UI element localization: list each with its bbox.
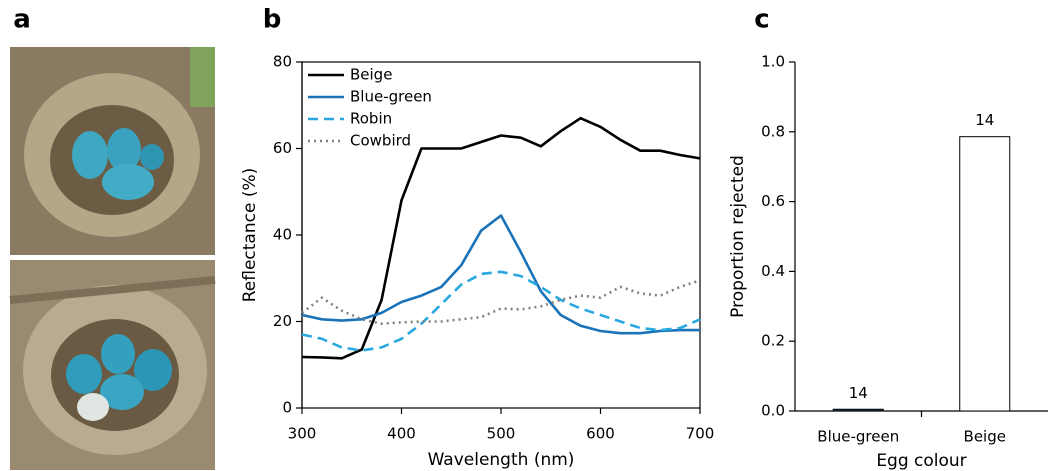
x-axis-label: Wavelength (nm) — [428, 450, 575, 470]
data-line — [301, 116, 701, 360]
legend-label: Blue-green — [350, 88, 432, 106]
bar — [959, 136, 1011, 412]
y-tick-label: 0.0 — [761, 402, 785, 420]
data-line — [301, 270, 701, 352]
x-tick-label: 600 — [586, 425, 615, 443]
x-tick-label: 700 — [686, 425, 715, 443]
x-tick-label: Beige — [964, 428, 1006, 446]
panel-label: a — [13, 5, 31, 35]
data-line — [301, 279, 701, 325]
photo-bottom — [9, 260, 216, 470]
legend-label: Beige — [350, 66, 392, 84]
panel-label: b — [263, 5, 282, 35]
x-tick-label: 500 — [487, 425, 516, 443]
legend-label: Robin — [350, 110, 392, 128]
y-axis-label: Reflectance (%) — [240, 168, 260, 303]
y-tick-label: 20 — [273, 312, 292, 330]
photo-top — [10, 47, 215, 255]
y-tick-label: 0.2 — [761, 332, 785, 350]
x-tick-label: 400 — [387, 425, 416, 443]
y-axis-label: Proportion rejected — [728, 155, 748, 318]
sample-size-label: 14 — [975, 111, 994, 129]
y-tick-label: 0.4 — [761, 262, 785, 280]
x-tick-label: Blue-green — [817, 428, 899, 446]
y-tick-label: 0.6 — [761, 192, 785, 210]
panel-label: c — [754, 5, 769, 35]
y-tick-label: 40 — [273, 226, 292, 244]
legend-label: Cowbird — [350, 132, 411, 150]
x-axis-label: Egg colour — [876, 451, 966, 471]
y-tick-label: 80 — [273, 53, 292, 71]
y-tick-label: 0 — [282, 399, 292, 417]
y-tick-label: 1.0 — [761, 53, 785, 71]
y-tick-label: 60 — [273, 139, 292, 157]
sample-size-label: 14 — [849, 384, 868, 402]
bar — [832, 408, 884, 412]
data-line — [301, 214, 700, 335]
x-tick-label: 300 — [288, 425, 317, 443]
y-tick-label: 0.8 — [761, 122, 785, 140]
